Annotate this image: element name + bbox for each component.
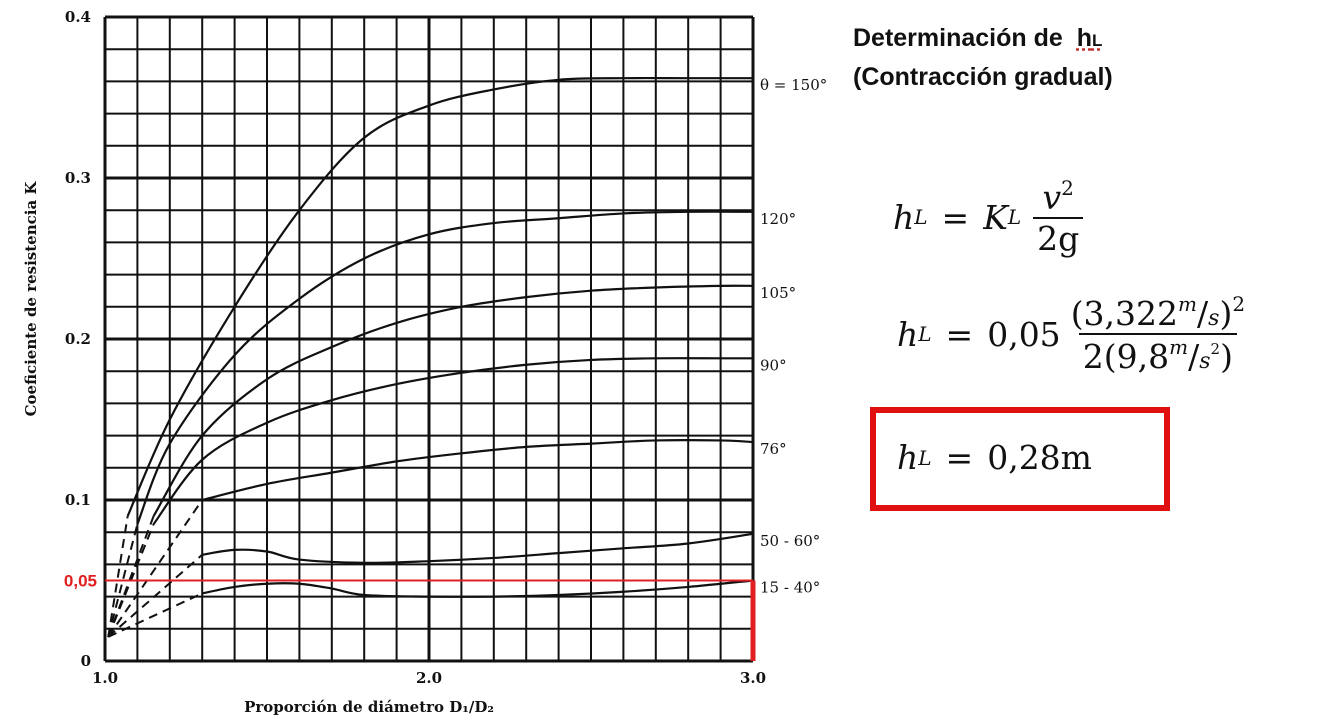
- curve-3: [152, 357, 753, 525]
- curve-label-1: 120°: [760, 210, 796, 228]
- y-tick-label: 0.4: [65, 8, 91, 26]
- curve-label-2: 105°: [760, 284, 796, 302]
- curve-6: [201, 579, 754, 598]
- title-h: hL: [1076, 24, 1103, 52]
- curve-label-3: 90°: [760, 356, 787, 374]
- curve-2: [152, 284, 754, 517]
- y-axis-label: Coeficiente de resistencia K: [22, 181, 40, 417]
- curve-extension-1: [107, 523, 139, 638]
- y-tick-label: 0: [81, 652, 91, 670]
- x-tick-label: 3.0: [740, 669, 766, 687]
- curve-label-5: 50 - 60°: [760, 532, 820, 550]
- curve-label-0: θ = 150°: [760, 76, 827, 94]
- subtitle: (Contracción gradual): [853, 63, 1113, 91]
- title-prefix: Determinación de: [853, 24, 1063, 52]
- marker-label: 0,05: [64, 572, 97, 591]
- x-tick-label: 1.0: [92, 669, 118, 687]
- curve-label-4: 76°: [760, 440, 787, 458]
- y-tick-label: 0.1: [65, 491, 91, 509]
- chart-labels: 1.0 2.0 3.0 0 0.1 0.2 0.3 0.4 Proporción de diám…: [22, 8, 827, 716]
- x-axis-label: Proporción de diámetro D₁/D₂: [244, 698, 494, 716]
- curve-label-6: 15 - 40°: [760, 579, 820, 597]
- chart-curves: [126, 76, 754, 598]
- y-tick-label: 0.2: [65, 330, 91, 348]
- curve-4: [201, 439, 754, 502]
- curve-5: [202, 532, 754, 564]
- curve-0: [126, 76, 753, 517]
- chart-grid: [103, 15, 755, 663]
- x-tick-label: 2.0: [416, 669, 442, 687]
- y-tick-label: 0.3: [65, 169, 91, 187]
- curve-1: [136, 210, 754, 525]
- panel-title: Determinación de hL (Contracción gradual…: [853, 20, 1113, 95]
- curve-extension-6: [107, 592, 203, 638]
- curve-extension-0: [107, 515, 129, 638]
- curve-extension-5: [107, 553, 203, 638]
- result-box: [870, 407, 1170, 511]
- curve-extension-4: [107, 499, 204, 638]
- resistance-chart: 1.0 2.0 3.0 0 0.1 0.2 0.3 0.4 Proporción de diám…: [22, 8, 827, 716]
- chart-marker: 0,05: [64, 572, 756, 661]
